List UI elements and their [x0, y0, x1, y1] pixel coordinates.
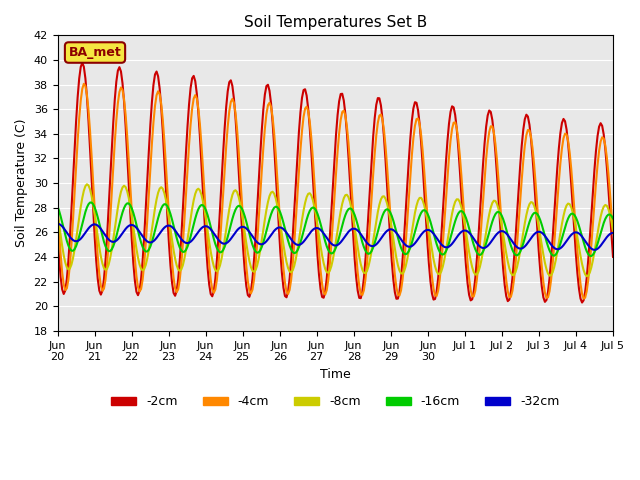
-4cm [54, 202, 61, 208]
-4cm [239, 220, 247, 226]
-32cm [609, 230, 617, 236]
-32cm [122, 226, 129, 232]
-4cm [580, 296, 588, 301]
-4cm [249, 287, 257, 292]
-2cm [249, 276, 257, 282]
-8cm [124, 188, 131, 194]
Legend: -2cm, -4cm, -8cm, -16cm, -32cm: -2cm, -4cm, -8cm, -16cm, -32cm [106, 390, 564, 413]
-16cm [221, 244, 228, 250]
-32cm [220, 240, 227, 246]
Line: -4cm: -4cm [58, 84, 613, 299]
-16cm [609, 216, 617, 221]
-32cm [296, 241, 304, 247]
-2cm [221, 125, 228, 131]
-2cm [581, 289, 589, 295]
Title: Soil Temperatures Set B: Soil Temperatures Set B [244, 15, 427, 30]
-8cm [54, 210, 61, 216]
-2cm [578, 300, 586, 305]
-8cm [609, 227, 617, 233]
-32cm [578, 234, 586, 240]
-8cm [221, 237, 228, 243]
-16cm [298, 234, 306, 240]
-8cm [249, 268, 257, 274]
-8cm [580, 267, 588, 273]
Line: -32cm: -32cm [58, 224, 613, 250]
Line: -8cm: -8cm [58, 184, 613, 276]
-32cm [54, 221, 61, 227]
-2cm [124, 151, 131, 156]
-4cm [609, 231, 617, 237]
-16cm [239, 209, 247, 215]
-2cm [79, 60, 86, 66]
-8cm [298, 217, 306, 223]
-4cm [298, 128, 306, 134]
Text: BA_met: BA_met [68, 46, 122, 59]
-4cm [80, 81, 88, 87]
-16cm [249, 242, 257, 248]
-2cm [298, 95, 306, 101]
-16cm [588, 253, 595, 259]
-16cm [124, 201, 131, 206]
-2cm [239, 246, 247, 252]
Y-axis label: Soil Temperature (C): Soil Temperature (C) [15, 119, 28, 247]
-32cm [247, 231, 255, 237]
Line: -16cm: -16cm [58, 203, 613, 256]
-4cm [221, 167, 228, 173]
-8cm [583, 273, 591, 279]
-16cm [88, 200, 95, 205]
-16cm [54, 204, 61, 209]
-32cm [238, 224, 246, 230]
X-axis label: Time: Time [320, 368, 351, 381]
-2cm [609, 254, 617, 260]
-16cm [580, 240, 588, 245]
-32cm [591, 247, 598, 253]
-8cm [239, 219, 247, 225]
-4cm [581, 295, 589, 300]
Line: -2cm: -2cm [58, 63, 613, 302]
-2cm [54, 230, 61, 236]
-8cm [83, 181, 91, 187]
-4cm [124, 132, 131, 138]
